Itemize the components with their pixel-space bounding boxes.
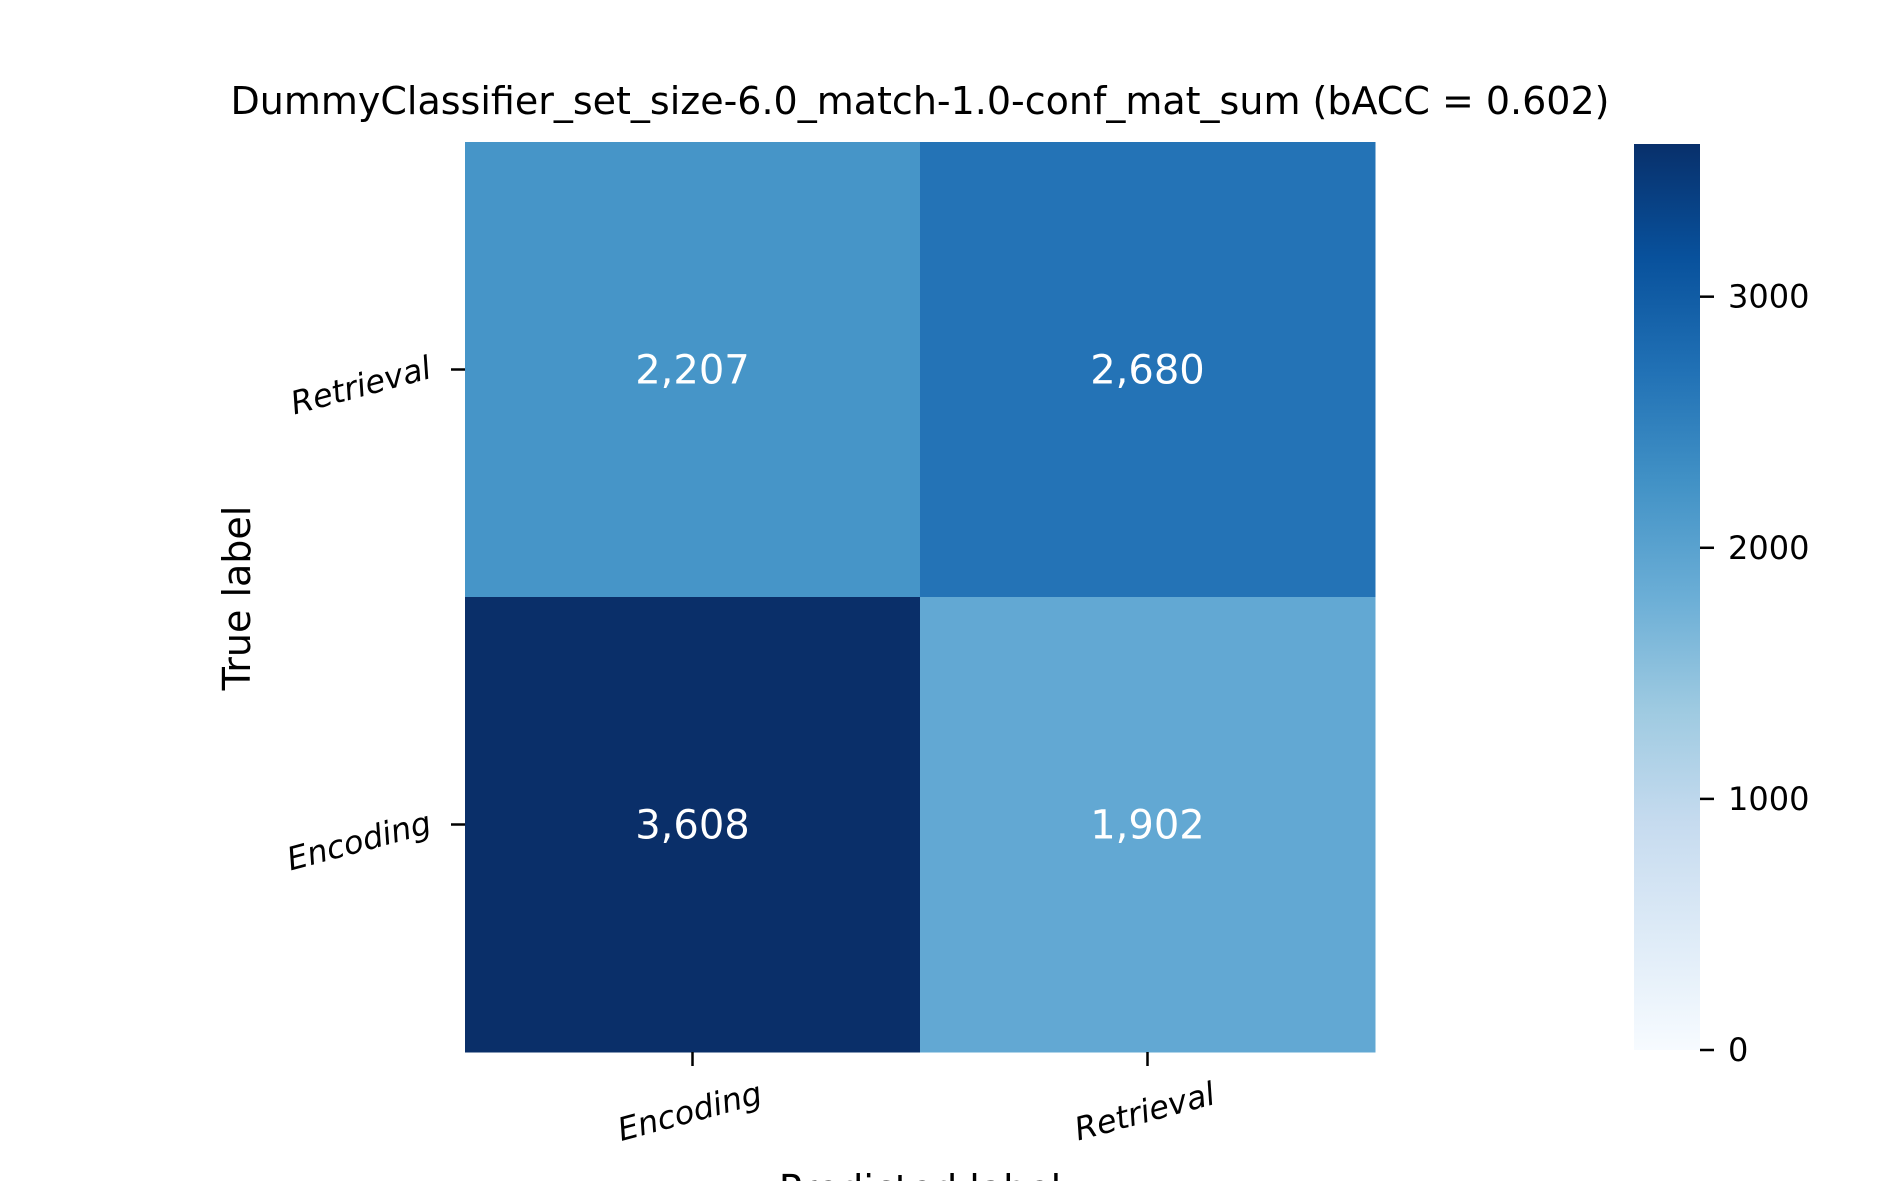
y-axis-ticks: Retrieval Encoding <box>283 348 465 878</box>
x-axis-ticks: Encoding Retrieval <box>614 1052 1219 1149</box>
heatmap-cell <box>920 142 1376 598</box>
x-tick-label: Encoding <box>614 1074 766 1149</box>
heatmap-cell <box>920 597 1376 1053</box>
cell-value-label: 1,902 <box>1090 803 1205 849</box>
heatmap-cell <box>465 597 921 1053</box>
colorbar-tick-label: 0 <box>1728 1031 1748 1069</box>
x-tick-label: Retrieval <box>1070 1074 1219 1148</box>
cell-value-label: 2,207 <box>635 348 750 394</box>
y-tick-label: Encoding <box>283 804 435 879</box>
colorbar-tick-label: 3000 <box>1728 278 1809 316</box>
x-axis-label: Predicted label <box>779 1167 1061 1181</box>
cell-annotations: 2,207 2,680 3,608 1,902 <box>635 348 1205 849</box>
colorbar-tick-label: 1000 <box>1728 780 1809 818</box>
cell-value-label: 3,608 <box>635 803 750 849</box>
heatmap-cell <box>465 142 921 598</box>
colorbar-tick-label: 2000 <box>1728 529 1809 567</box>
colorbar-ticks: 0 1000 2000 3000 <box>1700 278 1809 1069</box>
chart-title: DummyClassifier_set_size-6.0_match-1.0-c… <box>230 79 1609 123</box>
heatmap-cells <box>465 142 1376 1053</box>
y-axis-label: True label <box>215 506 259 692</box>
colorbar <box>1634 144 1700 1050</box>
cell-value-label: 2,680 <box>1090 348 1205 394</box>
y-tick-label: Retrieval <box>286 348 435 422</box>
